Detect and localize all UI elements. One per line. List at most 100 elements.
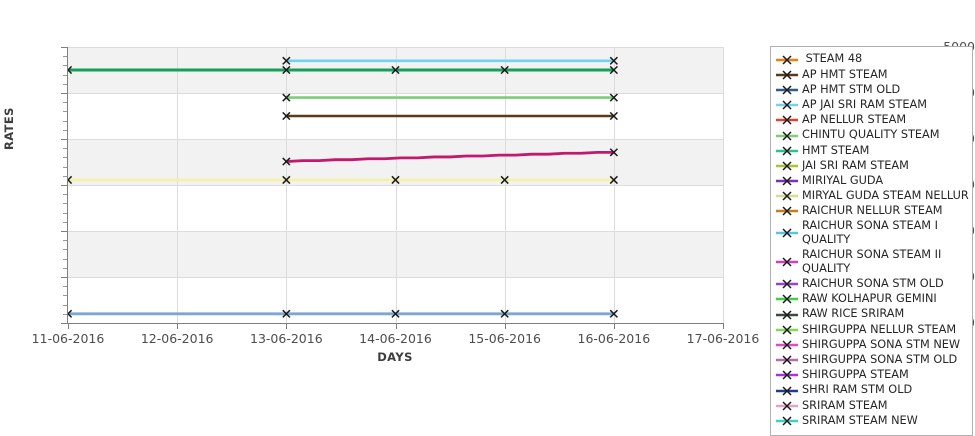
- v-gridline: [504, 47, 506, 323]
- y-minor-tick: [63, 83, 67, 85]
- chart-legend[interactable]: STEAM 48 AP HMT STEAM AP HMT STM OLD AP JAI…: [770, 46, 973, 436]
- legend-marker-icon: [775, 323, 799, 337]
- legend-item[interactable]: AP NELLUR STEAM: [775, 113, 969, 128]
- y-minor-tick: [63, 102, 67, 104]
- legend-label: JAI SRI RAM STEAM: [802, 158, 909, 172]
- legend-item[interactable]: MIRIYAL GUDA: [775, 174, 969, 189]
- legend-item[interactable]: RAW KOLHAPUR GEMINI: [775, 292, 969, 307]
- legend-label: MIRIYAL GUDA: [802, 173, 884, 187]
- x-tick-mark: [177, 324, 179, 329]
- data-point-marker: [609, 65, 618, 75]
- legend-label: RAW RICE SRIRAM: [802, 307, 905, 321]
- data-point-marker: [282, 175, 291, 185]
- y-minor-tick: [63, 203, 67, 205]
- legend-item[interactable]: STEAM 48: [775, 52, 969, 67]
- y-axis-line: [67, 47, 68, 324]
- x-tick-mark: [723, 324, 724, 329]
- legend-label: RAICHUR NELLUR STEAM: [802, 204, 943, 218]
- legend-item[interactable]: RAICHUR SONA STEAM I QUALITY: [775, 219, 969, 248]
- legend-item[interactable]: SRIRAM STEAM NEW: [775, 413, 969, 428]
- legend-item[interactable]: RAICHUR NELLUR STEAM: [775, 204, 969, 219]
- legend-label: SRIRAM STEAM NEW: [802, 413, 918, 427]
- legend-marker-icon: [775, 255, 799, 269]
- y-minor-tick: [63, 56, 67, 58]
- x-tick-label: 13-06-2016: [250, 331, 323, 346]
- legend-label: MIRYAL GUDA STEAM NELLUR: [802, 189, 969, 203]
- legend-item[interactable]: AP HMT STEAM: [775, 67, 969, 82]
- series-line: [286, 150, 614, 163]
- y-tick-mark: [61, 139, 67, 140]
- legend-item[interactable]: RAW RICE SRIRAM: [775, 307, 969, 322]
- data-point-marker: [609, 148, 618, 157]
- y-minor-tick: [63, 194, 67, 196]
- v-gridline: [286, 47, 288, 323]
- legend-marker-icon: [775, 277, 799, 291]
- y-minor-tick: [63, 74, 67, 76]
- data-point-marker: [391, 309, 400, 318]
- x-tick-label: 12-06-2016: [140, 331, 214, 346]
- legend-item[interactable]: CHINTU QUALITY STEAM: [775, 128, 969, 143]
- legend-item[interactable]: SHIRGUPPA NELLUR STEAM: [775, 322, 969, 337]
- legend-label: RAW KOLHAPUR GEMINI: [802, 292, 937, 306]
- data-point-marker: [500, 175, 509, 185]
- legend-marker-icon: [775, 129, 799, 143]
- legend-item[interactable]: AP HMT STM OLD: [775, 82, 969, 97]
- legend-marker-icon: [775, 144, 799, 158]
- legend-item[interactable]: RAICHUR SONA STM OLD: [775, 277, 969, 292]
- legend-item[interactable]: RAICHUR SONA STEAM II QUALITY: [775, 248, 969, 277]
- legend-marker-icon: [775, 384, 799, 398]
- data-point-marker: [500, 65, 509, 75]
- legend-label: RAICHUR SONA STEAM I QUALITY: [802, 219, 942, 247]
- y-minor-tick: [63, 313, 67, 315]
- y-tick-mark: [61, 47, 67, 48]
- y-minor-tick: [63, 166, 67, 168]
- legend-label: SRIRAM STEAM: [802, 398, 888, 412]
- legend-item[interactable]: SHRI RAM STM OLD: [775, 383, 969, 398]
- y-tick-mark: [61, 231, 67, 232]
- y-minor-tick: [63, 267, 67, 269]
- legend-label: SHIRGUPPA SONA STM OLD: [802, 353, 958, 367]
- legend-marker-icon: [775, 113, 799, 127]
- x-tick-label: 14-06-2016: [359, 331, 432, 346]
- data-point-marker: [609, 309, 618, 318]
- v-gridline: [395, 47, 397, 323]
- x-tick-label: 17-06-2016: [686, 331, 760, 346]
- legend-label: RAICHUR SONA STM OLD: [802, 277, 944, 291]
- legend-item[interactable]: SHIRGUPPA STEAM: [775, 368, 969, 383]
- data-point-marker: [500, 309, 509, 318]
- legend-marker-icon: [775, 83, 799, 97]
- legend-label: SHIRGUPPA SONA STM NEW: [802, 337, 961, 351]
- y-minor-tick: [63, 175, 67, 177]
- x-tick-mark: [68, 324, 69, 329]
- legend-marker-icon: [775, 68, 799, 82]
- legend-label: AP NELLUR STEAM: [802, 113, 907, 127]
- data-point-marker: [609, 56, 618, 65]
- legend-item[interactable]: SRIRAM STEAM: [775, 398, 969, 413]
- legend-label: AP JAI SRI RAM STEAM: [802, 97, 927, 111]
- legend-label: SHIRGUPPA STEAM: [802, 368, 909, 382]
- legend-item[interactable]: HMT STEAM: [775, 143, 969, 158]
- legend-item[interactable]: SHIRGUPPA SONA STM OLD: [775, 353, 969, 368]
- data-point-marker: [282, 65, 291, 75]
- legend-item[interactable]: AP JAI SRI RAM STEAM: [775, 98, 969, 113]
- x-tick-label: 15-06-2016: [468, 331, 541, 346]
- data-point-marker: [282, 309, 291, 318]
- legend-marker-icon: [775, 174, 799, 188]
- legend-marker-icon: [775, 226, 799, 240]
- data-point-marker: [391, 65, 400, 75]
- x-tick-mark: [395, 324, 397, 329]
- legend-item[interactable]: JAI SRI RAM STEAM: [775, 158, 969, 173]
- legend-marker-icon: [775, 368, 799, 382]
- y-minor-tick: [63, 240, 67, 242]
- y-minor-tick: [63, 295, 67, 297]
- y-minor-tick: [63, 111, 67, 113]
- legend-marker-icon: [775, 292, 799, 306]
- legend-item[interactable]: MIRYAL GUDA STEAM NELLUR: [775, 189, 969, 204]
- legend-item[interactable]: SHIRGUPPA SONA STM NEW: [775, 337, 969, 352]
- plot-area: [68, 47, 724, 323]
- data-point-marker: [282, 56, 291, 65]
- data-point-marker: [68, 309, 73, 318]
- y-minor-tick: [63, 304, 67, 306]
- y-tick-mark: [61, 93, 67, 94]
- legend-label: SHRI RAM STM OLD: [802, 383, 913, 397]
